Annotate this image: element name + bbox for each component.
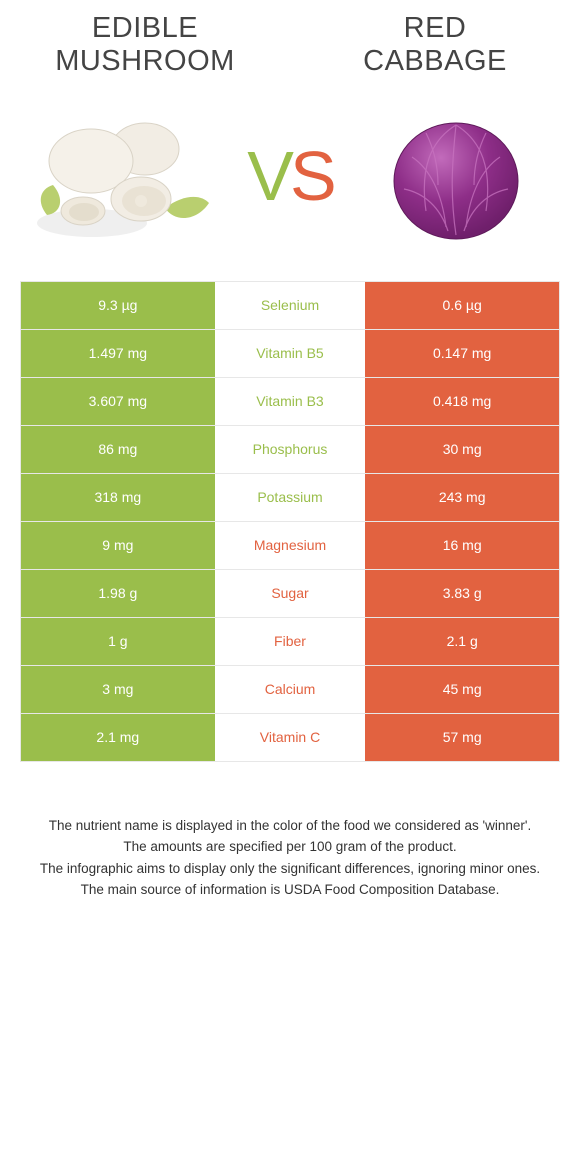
nutrient-right-value: 0.418 mg bbox=[365, 378, 559, 425]
nutrient-left-value: 318 mg bbox=[21, 474, 215, 521]
nutrient-left-value: 1 g bbox=[21, 618, 215, 665]
nutrient-row: 2.1 mgVitamin C57 mg bbox=[21, 714, 559, 762]
nutrient-label: Vitamin C bbox=[215, 714, 366, 761]
nutrient-right-value: 16 mg bbox=[365, 522, 559, 569]
nutrient-left-value: 3 mg bbox=[21, 666, 215, 713]
nutrient-left-value: 1.497 mg bbox=[21, 330, 215, 377]
nutrient-right-value: 30 mg bbox=[365, 426, 559, 473]
nutrient-label: Phosphorus bbox=[215, 426, 366, 473]
image-left bbox=[20, 101, 229, 251]
footnote-line: The amounts are specified per 100 gram o… bbox=[28, 837, 552, 857]
cabbage-icon bbox=[380, 103, 530, 248]
title-right: Red cabbage bbox=[310, 12, 560, 79]
nutrient-right-value: 243 mg bbox=[365, 474, 559, 521]
footnote-line: The main source of information is USDA F… bbox=[28, 880, 552, 900]
nutrient-row: 318 mgPotassium243 mg bbox=[21, 474, 559, 522]
nutrient-right-value: 2.1 g bbox=[365, 618, 559, 665]
nutrient-row: 9.3 µgSelenium0.6 µg bbox=[21, 282, 559, 330]
nutrient-label: Vitamin B3 bbox=[215, 378, 366, 425]
titles-row: Edible mushroom Red cabbage bbox=[20, 12, 560, 79]
image-right bbox=[351, 101, 560, 251]
nutrient-right-value: 45 mg bbox=[365, 666, 559, 713]
nutrient-left-value: 9 mg bbox=[21, 522, 215, 569]
nutrient-label: Selenium bbox=[215, 282, 366, 329]
images-row: VS bbox=[20, 101, 560, 251]
nutrient-label: Fiber bbox=[215, 618, 366, 665]
vs-label: VS bbox=[247, 136, 332, 216]
nutrient-row: 1.98 gSugar3.83 g bbox=[21, 570, 559, 618]
nutrient-row: 3.607 mgVitamin B30.418 mg bbox=[21, 378, 559, 426]
nutrient-right-value: 3.83 g bbox=[365, 570, 559, 617]
nutrient-left-value: 9.3 µg bbox=[21, 282, 215, 329]
nutrient-row: 86 mgPhosphorus30 mg bbox=[21, 426, 559, 474]
title-left: Edible mushroom bbox=[20, 12, 270, 79]
nutrient-left-value: 3.607 mg bbox=[21, 378, 215, 425]
nutrient-label: Calcium bbox=[215, 666, 366, 713]
nutrient-row: 9 mgMagnesium16 mg bbox=[21, 522, 559, 570]
nutrient-label: Potassium bbox=[215, 474, 366, 521]
vs-v: V bbox=[247, 136, 290, 216]
mushroom-icon bbox=[37, 103, 212, 248]
nutrient-row: 1.497 mgVitamin B50.147 mg bbox=[21, 330, 559, 378]
nutrient-row: 1 gFiber2.1 g bbox=[21, 618, 559, 666]
nutrient-table: 9.3 µgSelenium0.6 µg1.497 mgVitamin B50.… bbox=[20, 281, 560, 762]
nutrient-label: Vitamin B5 bbox=[215, 330, 366, 377]
footnotes: The nutrient name is displayed in the co… bbox=[20, 816, 560, 900]
nutrient-left-value: 86 mg bbox=[21, 426, 215, 473]
nutrient-right-value: 57 mg bbox=[365, 714, 559, 761]
nutrient-left-value: 1.98 g bbox=[21, 570, 215, 617]
footnote-line: The infographic aims to display only the… bbox=[28, 859, 552, 879]
footnote-line: The nutrient name is displayed in the co… bbox=[28, 816, 552, 836]
nutrient-right-value: 0.6 µg bbox=[365, 282, 559, 329]
nutrient-left-value: 2.1 mg bbox=[21, 714, 215, 761]
nutrient-row: 3 mgCalcium45 mg bbox=[21, 666, 559, 714]
vs-s: S bbox=[290, 136, 333, 216]
infographic-root: Edible mushroom Red cabbage bbox=[0, 0, 580, 900]
nutrient-label: Magnesium bbox=[215, 522, 366, 569]
nutrient-label: Sugar bbox=[215, 570, 366, 617]
nutrient-right-value: 0.147 mg bbox=[365, 330, 559, 377]
